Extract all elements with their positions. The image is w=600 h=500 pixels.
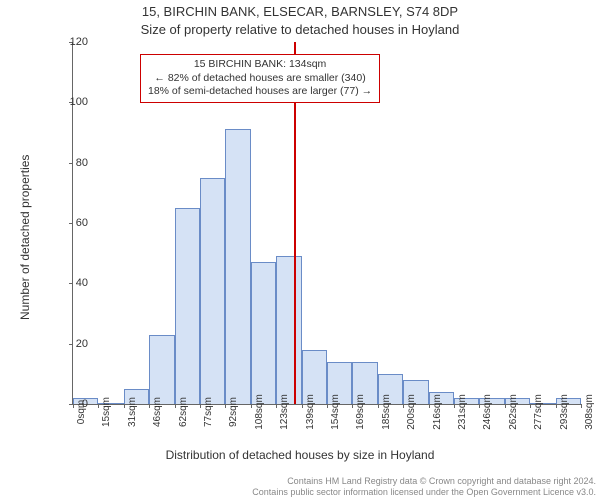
x-tick-label: 77sqm — [203, 397, 214, 427]
histogram-bar — [276, 256, 301, 404]
x-tick-mark — [251, 404, 252, 408]
annotation-line: 15 BIRCHIN BANK: 134sqm — [148, 58, 372, 72]
histogram-bar — [149, 335, 174, 404]
x-tick-label: 277sqm — [533, 394, 544, 430]
x-tick-mark — [200, 404, 201, 408]
x-tick-label: 169sqm — [355, 394, 366, 430]
y-tick-label: 120 — [48, 36, 88, 48]
x-tick-label: 262sqm — [508, 394, 519, 430]
x-tick-mark — [454, 404, 455, 408]
histogram-bar — [175, 208, 200, 404]
x-tick-label: 46sqm — [152, 397, 163, 427]
x-tick-label: 15sqm — [101, 397, 112, 427]
annotation-line: 18% of semi-detached houses are larger (… — [148, 85, 372, 99]
x-tick-label: 0sqm — [76, 400, 87, 424]
y-tick-label: 20 — [48, 338, 88, 350]
footer-attribution: Contains HM Land Registry data © Crown c… — [0, 476, 600, 498]
y-axis-label: Number of detached properties — [18, 155, 32, 320]
x-tick-mark — [276, 404, 277, 408]
chart-container: 15, BIRCHIN BANK, ELSECAR, BARNSLEY, S74… — [0, 0, 600, 500]
x-tick-label: 108sqm — [254, 394, 265, 430]
y-tick-label: 80 — [48, 157, 88, 169]
x-tick-label: 308sqm — [584, 394, 595, 430]
x-tick-mark — [530, 404, 531, 408]
footer-line2: Contains public sector information licen… — [0, 487, 596, 498]
x-tick-label: 139sqm — [305, 394, 316, 430]
x-tick-mark — [124, 404, 125, 408]
histogram-bar — [200, 178, 225, 404]
y-tick-label: 100 — [48, 96, 88, 108]
x-tick-label: 123sqm — [279, 394, 290, 430]
x-tick-mark — [429, 404, 430, 408]
histogram-bar — [251, 262, 276, 404]
x-tick-mark — [505, 404, 506, 408]
x-tick-label: 92sqm — [228, 397, 239, 427]
x-tick-mark — [556, 404, 557, 408]
footer-line1: Contains HM Land Registry data © Crown c… — [0, 476, 596, 487]
x-tick-mark — [327, 404, 328, 408]
x-tick-mark — [581, 404, 582, 408]
x-tick-label: 200sqm — [406, 394, 417, 430]
x-tick-label: 231sqm — [457, 394, 468, 430]
x-tick-mark — [378, 404, 379, 408]
x-tick-mark — [352, 404, 353, 408]
address-title: 15, BIRCHIN BANK, ELSECAR, BARNSLEY, S74… — [0, 4, 600, 19]
annotation-box: 15 BIRCHIN BANK: 134sqm← 82% of detached… — [140, 54, 380, 103]
x-tick-mark — [149, 404, 150, 408]
x-tick-label: 185sqm — [381, 394, 392, 430]
x-tick-mark — [225, 404, 226, 408]
x-axis-label: Distribution of detached houses by size … — [0, 448, 600, 462]
y-tick-label: 40 — [48, 277, 88, 289]
x-tick-label: 216sqm — [432, 394, 443, 430]
annotation-line: ← 82% of detached houses are smaller (34… — [148, 72, 372, 86]
x-tick-mark — [403, 404, 404, 408]
x-tick-label: 154sqm — [330, 394, 341, 430]
x-tick-label: 31sqm — [127, 397, 138, 427]
chart-subtitle: Size of property relative to detached ho… — [0, 22, 600, 37]
histogram-bar — [225, 129, 250, 404]
x-tick-mark — [175, 404, 176, 408]
x-tick-mark — [479, 404, 480, 408]
x-tick-mark — [302, 404, 303, 408]
x-tick-label: 293sqm — [559, 394, 570, 430]
y-tick-label: 60 — [48, 217, 88, 229]
x-tick-label: 62sqm — [178, 397, 189, 427]
x-tick-label: 246sqm — [482, 394, 493, 430]
x-tick-mark — [98, 404, 99, 408]
